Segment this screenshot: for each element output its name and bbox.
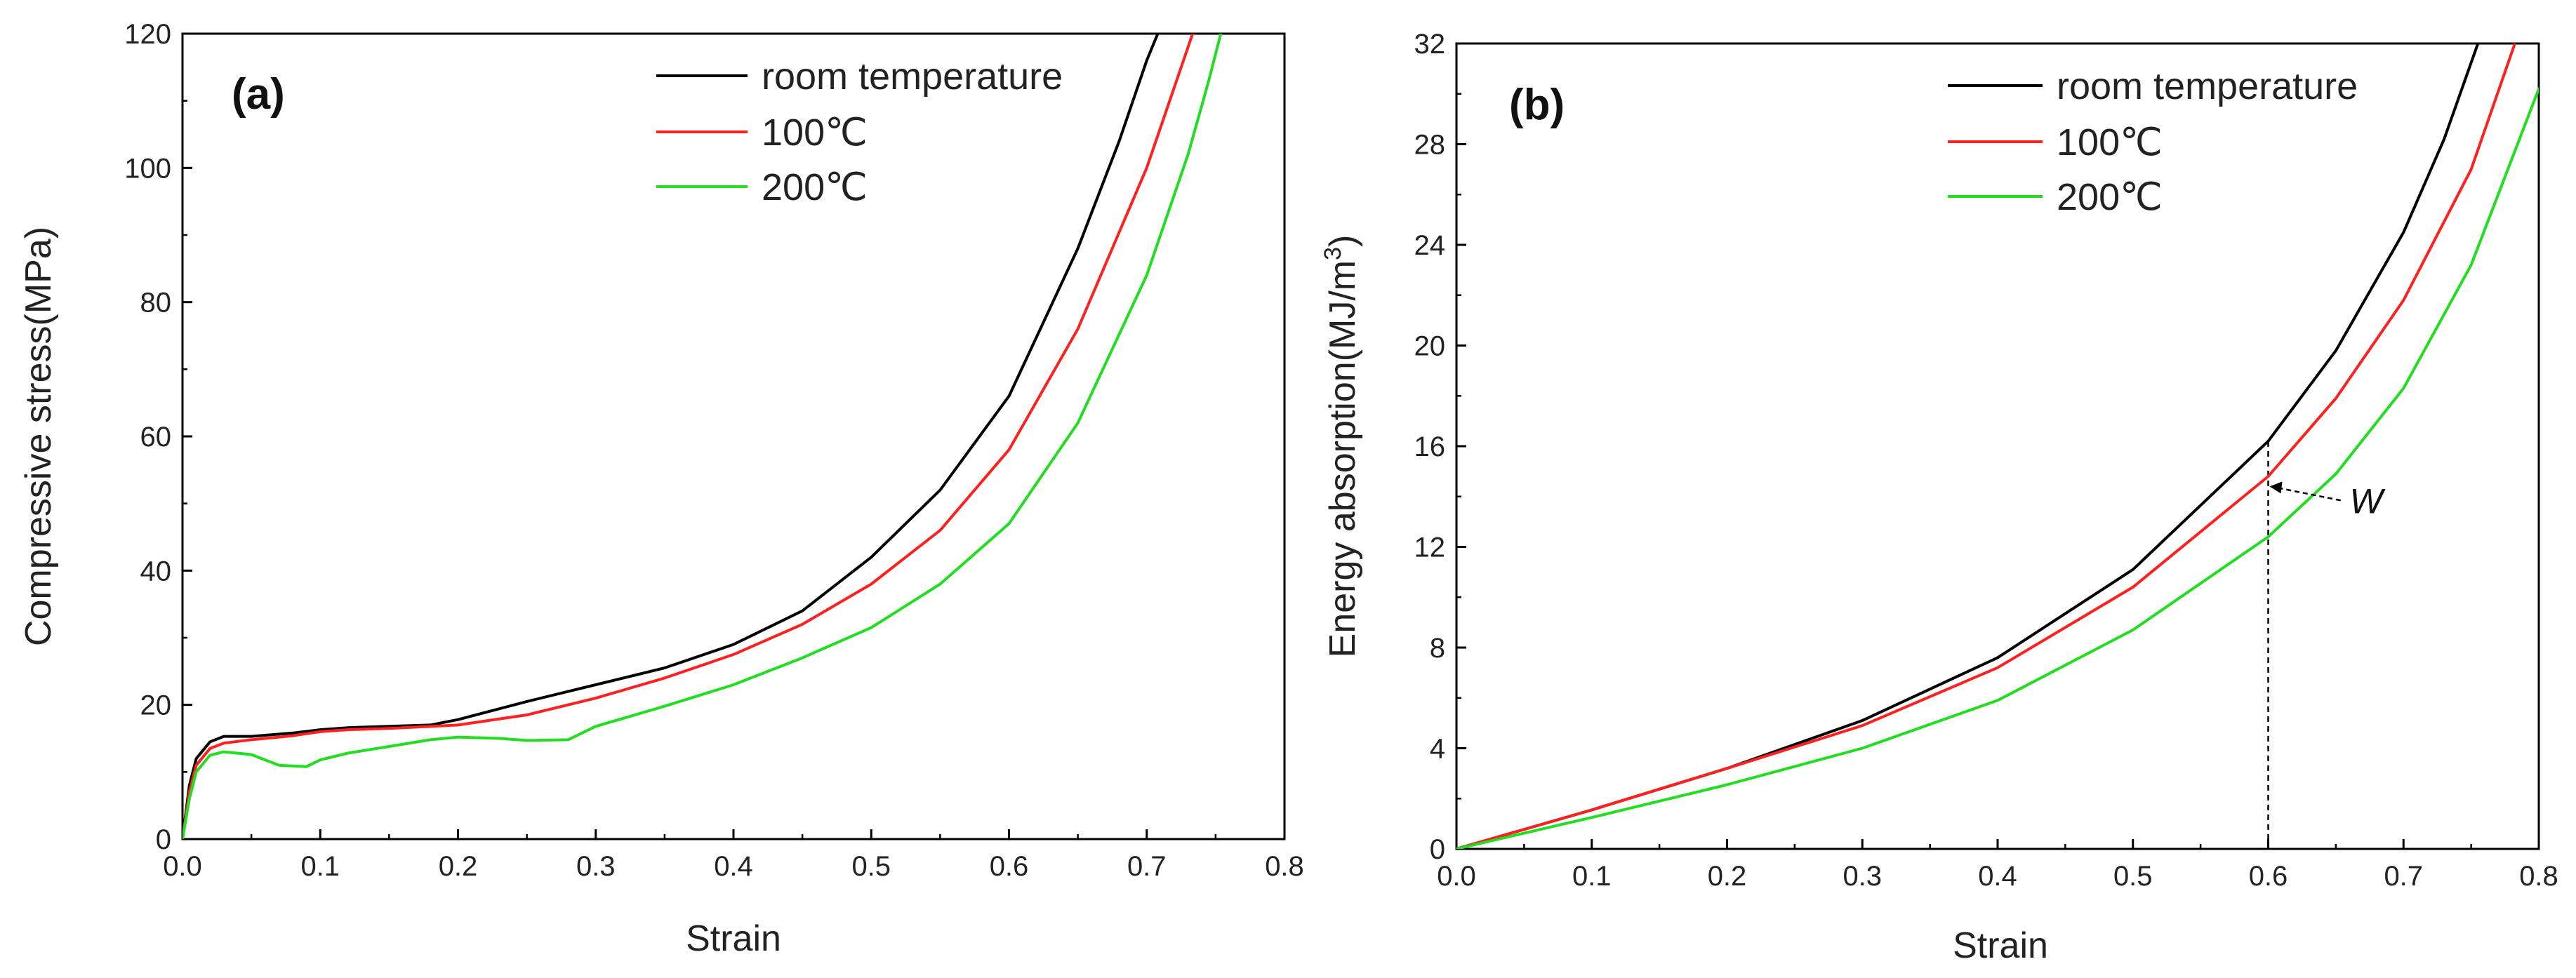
x-tick-label-a-8: 0.8 [1265,851,1304,882]
y-tick-label-a-3: 60 [140,422,172,453]
series-line-a-2 [182,34,1223,839]
x-tick-label-a-1: 0.1 [300,851,340,882]
series-line-b-2 [1456,87,2539,849]
legend-label-room-temperature-b: room temperature [2057,65,2358,107]
series-b [1456,43,2539,849]
y-tick-label-a-5: 100 [124,153,171,184]
x-axis-title-a: Strain [686,918,781,959]
x-tick-label-b-7: 0.7 [2384,861,2423,892]
series-line-a-0 [182,34,1160,839]
annotation-label-w: W [2350,481,2386,521]
annotation-arrow-shaft [2278,487,2342,502]
x-tick-label-b-8: 0.8 [2519,861,2558,892]
plot-frame-a [181,32,1286,840]
legend-label-room-temperature-a: room temperature [762,55,1063,98]
y-axis-title-b-superscript: 3 [1320,247,1346,260]
panel-a: 0.0 0.1 0.2 0.3 0.4 0.5 0.6 0.7 0.8 0 20 40 60 80 100… [18,19,1304,959]
x-tick-label-b-5: 0.5 [2113,861,2153,892]
x-ticks-b: 0.0 0.1 0.2 0.3 0.4 0.5 0.6 0.7 0.8 [1437,839,2558,892]
x-tick-label-a-0: 0.0 [163,851,202,882]
legend-label-200c-b: 200℃ [2057,176,2163,218]
legend-a: room temperature 100℃ 200℃ [656,55,1063,208]
x-tick-label-a-5: 0.5 [851,851,891,882]
panel-label-b: (b) [1509,81,1565,129]
y-tick-label-b-2: 8 [1430,633,1445,664]
x-tick-label-a-7: 0.7 [1127,851,1167,882]
y-tick-label-b-8: 32 [1414,29,1446,60]
annotation-w: W [2269,481,2386,521]
x-tick-label-a-4: 0.4 [714,851,753,882]
y-tick-label-b-7: 28 [1414,130,1446,161]
y-axis-title-b: Energy absorption(MJ/m3) [1320,235,1363,658]
x-tick-label-b-0: 0.0 [1437,861,1476,892]
x-tick-label-b-6: 0.6 [2249,861,2288,892]
y-axis-title-b-suffix: ) [1322,235,1363,247]
x-tick-label-a-3: 0.3 [576,851,616,882]
plot-frame-b [1455,42,2540,850]
legend-label-100c-b: 100℃ [2057,121,2163,163]
x-ticks-a: 0.0 0.1 0.2 0.3 0.4 0.5 0.6 0.7 0.8 [163,829,1304,882]
y-axis-title-a: Compressive stress(MPa) [18,227,59,646]
y-axis-title-b-prefix: Energy absorption(MJ/m [1322,260,1363,657]
panel-label-a: (a) [232,70,285,119]
arrow-head-icon [2269,481,2283,494]
y-tick-label-a-0: 0 [156,824,171,855]
legend-label-100c-a: 100℃ [762,112,868,154]
legend-label-200c-a: 200℃ [762,166,868,208]
x-tick-label-b-3: 0.3 [1843,861,1882,892]
series-line-b-0 [1456,43,2480,849]
series-line-a-1 [182,34,1195,839]
series-line-b-1 [1456,43,2517,849]
x-tick-label-b-4: 0.4 [1978,861,2017,892]
panel-b: 0.0 0.1 0.2 0.3 0.4 0.5 0.6 0.7 0.8 0 4 8 12 16 20 24 2… [1320,29,2558,966]
y-ticks-b: 0 4 8 12 16 20 24 28 32 [1414,29,1466,865]
y-ticks-a: 0 20 40 60 80 100 120 [124,19,192,855]
y-tick-label-b-6: 24 [1414,230,1446,261]
y-tick-label-a-1: 20 [140,690,172,721]
x-tick-label-b-2: 0.2 [1708,861,1747,892]
x-tick-label-b-1: 0.1 [1572,861,1612,892]
y-tick-label-b-3: 12 [1414,532,1446,563]
y-tick-label-b-4: 16 [1414,431,1446,462]
y-tick-label-a-4: 80 [140,288,172,319]
y-tick-label-b-0: 0 [1430,834,1445,865]
y-tick-label-a-6: 120 [124,19,171,50]
x-axis-title-b: Strain [1953,925,2048,966]
y-tick-label-b-5: 20 [1414,331,1446,362]
x-tick-label-a-6: 0.6 [990,851,1029,882]
y-tick-label-b-1: 4 [1430,734,1445,765]
legend-b: room temperature 100℃ 200℃ [1948,65,2358,218]
x-tick-label-a-2: 0.2 [439,851,478,882]
series-a [182,34,1223,839]
y-tick-label-a-2: 40 [140,556,172,587]
